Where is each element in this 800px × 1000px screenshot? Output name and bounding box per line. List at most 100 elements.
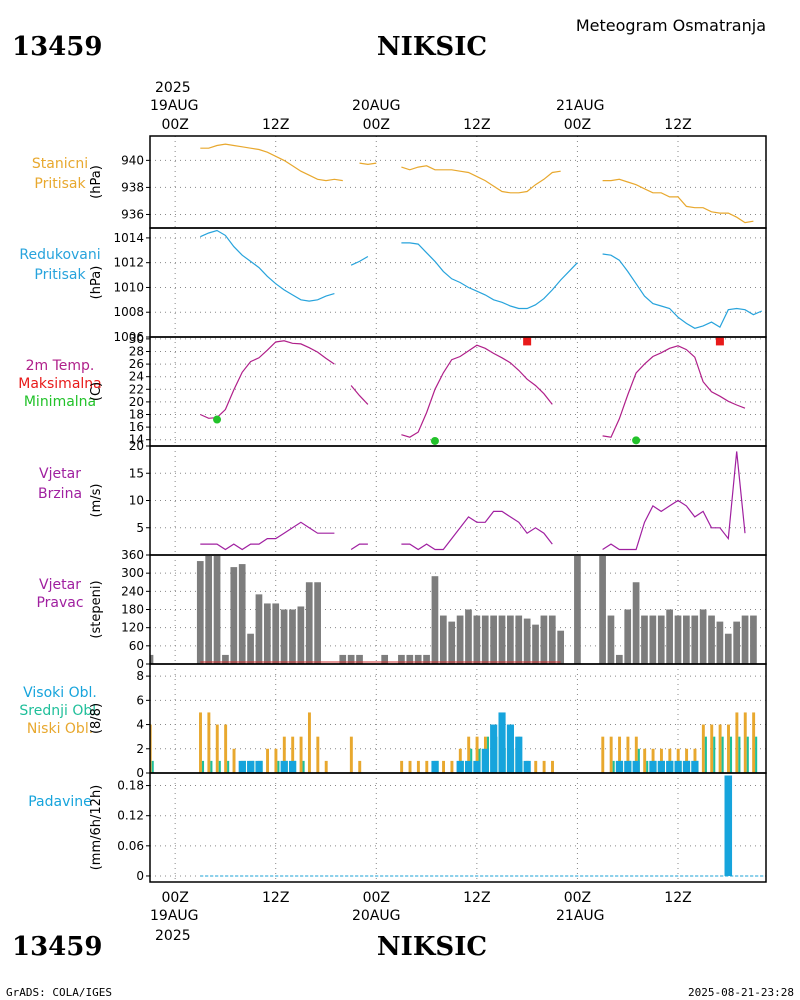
panel-label: Brzina (38, 486, 82, 502)
panel-label: Stanicni (32, 156, 88, 172)
series-line-4 (602, 345, 746, 438)
bottom-hour-label: 12Z (664, 890, 691, 906)
top-hour-label: 12Z (463, 117, 490, 133)
y-tick-label: 20 (129, 395, 144, 409)
y-tick-label: 0.06 (117, 839, 144, 853)
bottom-hour-label: 00Z (564, 890, 591, 906)
top-time-ticks: 00Z 12Z 00Z 12Z 00Z 12Z (161, 117, 691, 133)
y-tick-label: 0 (136, 657, 144, 671)
min-temp-marker (430, 436, 439, 445)
cloud-bar-3 (431, 760, 439, 773)
panel-unit: (mm/6h/12h) (89, 785, 104, 871)
plot-area (200, 451, 746, 551)
panel-frame (149, 445, 767, 556)
cloud-bar-1 (475, 736, 479, 773)
y-tick-label: 1010 (113, 280, 144, 294)
wind-direction-bar (691, 615, 699, 664)
year-top: 2025 (155, 80, 191, 96)
panel-p2: 1014 1012 1010 1008 1006 Redukovani Pritisak (h… (19, 227, 767, 344)
cloud-bar-1 (215, 724, 219, 773)
y-tick-label: 8 (136, 669, 144, 683)
panel-label: 2m Temp. (26, 358, 95, 374)
series-line-4 (602, 451, 746, 551)
cloud-bar-1 (224, 724, 228, 773)
y-tick-label: 936 (121, 207, 144, 221)
wind-direction-bar (297, 606, 305, 664)
wind-direction-bar (150, 654, 154, 664)
cloud-bar-1 (232, 748, 236, 773)
cloud-bar-1 (207, 712, 211, 773)
panel-frame (149, 336, 767, 447)
wind-direction-bar (657, 615, 665, 664)
cloud-bar-1 (618, 736, 622, 773)
cloud-bar-3 (649, 760, 657, 773)
y-tick-label: 360 (121, 548, 144, 562)
wind-direction-bar (649, 615, 657, 664)
cloud-bar-1 (626, 736, 630, 773)
cloud-bar-2 (277, 760, 280, 773)
cloud-bar-1 (442, 760, 446, 773)
station-id-bottom: 13459 (12, 932, 102, 962)
panel-label: Visoki Obl. (23, 685, 97, 701)
y-tick-label: 940 (121, 153, 144, 167)
series-line-2 (359, 162, 377, 166)
series-line-3 (401, 165, 561, 194)
wind-direction-bar (490, 615, 497, 664)
wind-direction-bar (507, 615, 514, 664)
wind-direction-bar (716, 621, 724, 664)
y-tick-label: 0.18 (117, 779, 144, 793)
wind-direction-bar (406, 654, 414, 664)
y-tick-label: 60 (129, 639, 144, 653)
wind-direction-bar (414, 654, 422, 664)
cloud-bar-2 (612, 760, 615, 773)
wind-direction-bar (599, 555, 606, 664)
wind-direction-bar (615, 654, 623, 664)
cloud-bar-1 (291, 736, 295, 773)
top-date-20aug: 20AUG (352, 98, 401, 114)
cloud-bar-3 (255, 760, 263, 773)
wind-direction-bar (222, 654, 229, 664)
wind-direction-bar (548, 615, 556, 664)
panel-label: Srednji Obl. (19, 703, 100, 719)
y-tick-label: 0 (136, 869, 144, 883)
wind-direction-bar (733, 621, 741, 664)
plot-area (200, 143, 754, 224)
cloud-bar-1 (710, 724, 714, 773)
panel-label: Pritisak (34, 267, 86, 283)
plot-area (200, 775, 766, 877)
cloud-bar-1 (282, 736, 286, 773)
bottom-date-20aug: 20AUG (352, 908, 401, 924)
cloud-bar-1 (718, 724, 722, 773)
wind-direction-bar (305, 582, 313, 664)
series-line-3 (401, 510, 553, 551)
series-line-1 (200, 229, 335, 302)
cloud-bar-2 (302, 760, 305, 773)
y-tick-label: 0 (136, 766, 144, 780)
panel-unit: (8/8) (89, 703, 104, 734)
station-name-top: NIKSIC (377, 32, 487, 62)
cloud-bar-1 (752, 712, 756, 773)
cloud-bar-3 (515, 736, 523, 773)
series-line-3 (401, 242, 578, 310)
y-tick-label: 2 (136, 742, 144, 756)
cloud-bar-2 (746, 736, 749, 773)
wind-direction-bar (473, 615, 481, 664)
top-hour-label: 12Z (262, 117, 289, 133)
cloud-bar-3 (247, 760, 255, 773)
bottom-date-21aug: 21AUG (556, 908, 605, 924)
series-line-3 (401, 344, 553, 438)
wind-direction-bar (699, 609, 707, 664)
cloud-bar-2 (729, 736, 733, 773)
series-line-1 (200, 521, 335, 551)
series-line-2 (350, 543, 368, 551)
cloud-bar-1 (408, 760, 412, 773)
cloud-bar-1 (150, 724, 152, 773)
cloud-bar-2 (755, 736, 758, 773)
bottom-hour-label: 12Z (463, 890, 490, 906)
cloud-bar-1 (307, 712, 311, 773)
wind-direction-bar (632, 582, 640, 664)
wind-direction-bar (456, 615, 464, 664)
y-tick-label: 1006 (113, 330, 144, 344)
cloud-bar-3 (456, 760, 464, 773)
wind-direction-bar (205, 555, 213, 664)
